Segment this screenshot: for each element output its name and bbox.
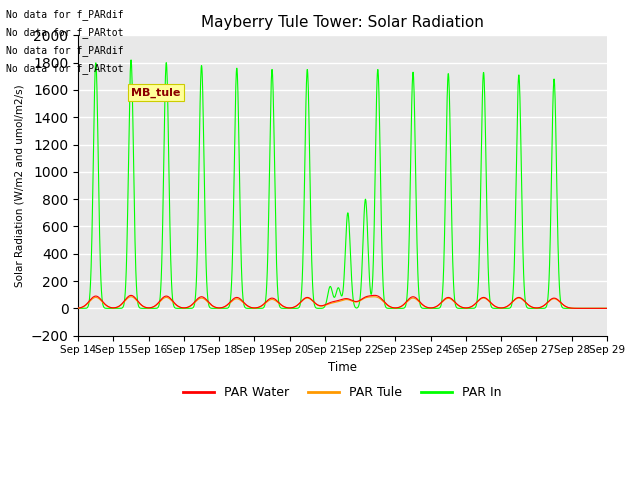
Legend: PAR Water, PAR Tule, PAR In: PAR Water, PAR Tule, PAR In	[178, 382, 507, 405]
Title: Mayberry Tule Tower: Solar Radiation: Mayberry Tule Tower: Solar Radiation	[201, 15, 484, 30]
Text: MB_tule: MB_tule	[131, 87, 180, 97]
Text: No data for f_PARdif: No data for f_PARdif	[6, 45, 124, 56]
Text: No data for f_PARdif: No data for f_PARdif	[6, 9, 124, 20]
Text: No data for f_PARtot: No data for f_PARtot	[6, 63, 124, 74]
Y-axis label: Solar Radiation (W/m2 and umol/m2/s): Solar Radiation (W/m2 and umol/m2/s)	[15, 84, 25, 287]
Text: No data for f_PARtot: No data for f_PARtot	[6, 27, 124, 38]
X-axis label: Time: Time	[328, 361, 357, 374]
